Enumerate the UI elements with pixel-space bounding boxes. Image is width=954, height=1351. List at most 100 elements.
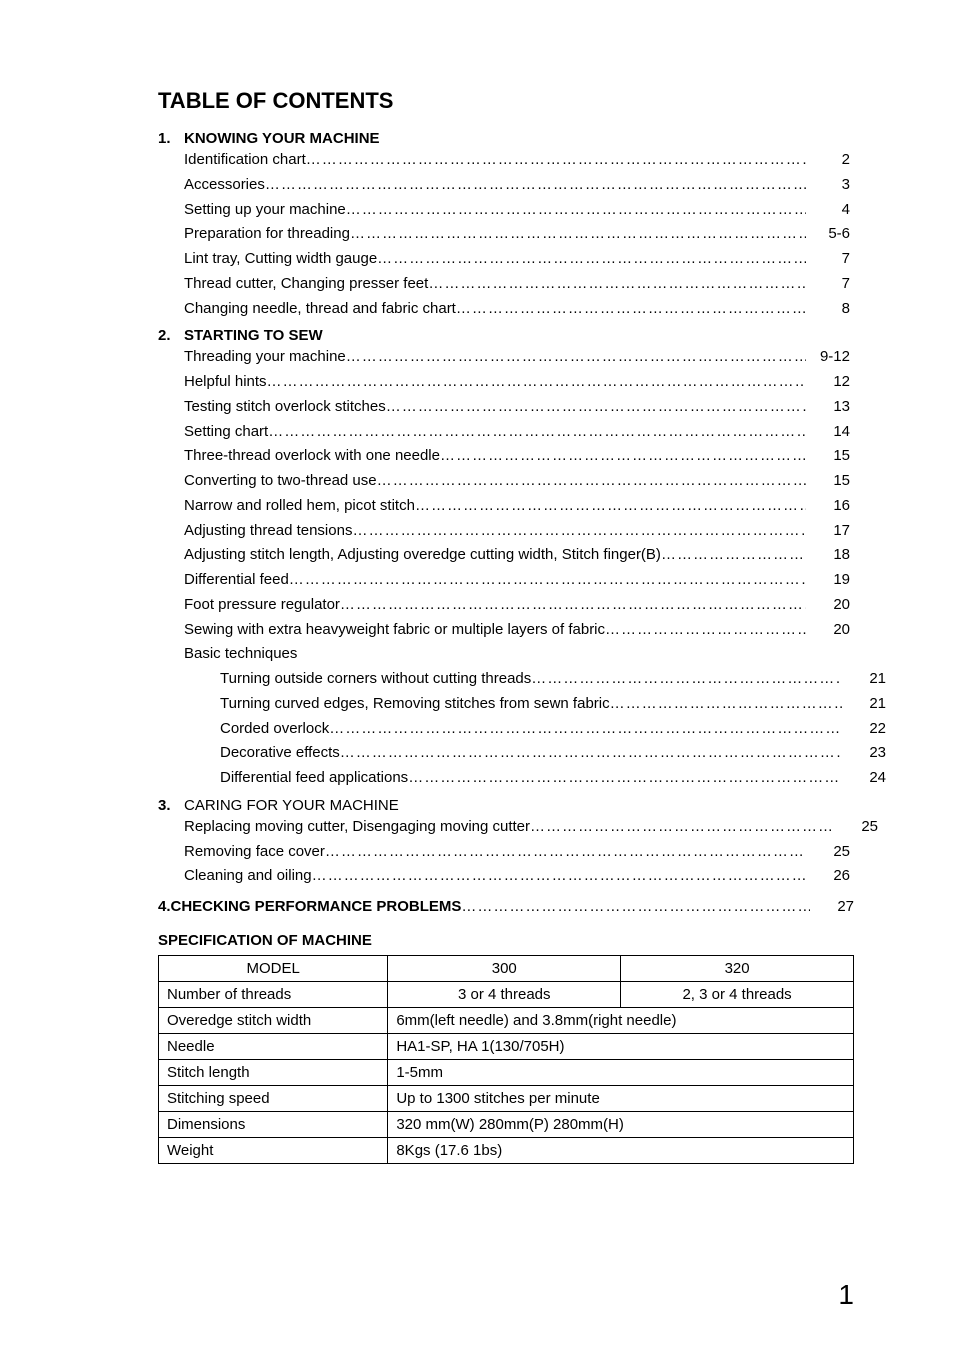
toc-dots: …………………………………………………………………………………………………………… [377, 247, 806, 272]
toc-dots: …………………………………………………………………………………………………………… [329, 717, 842, 742]
toc-line: Removing face cover………………………………………………………… [184, 840, 850, 865]
toc-line: Lint tray, Cutting width gauge…………………………… [184, 247, 850, 272]
toc-label: Converting to two-thread use [184, 469, 377, 494]
table-cell: 320 [621, 955, 854, 981]
toc-subheading: Basic techniques [184, 642, 850, 667]
toc-page-number: 8 [806, 297, 850, 322]
toc-dots: …………………………………………………………………………………………………………… [530, 815, 834, 840]
spec-table: MODEL300320Number of threads3 or 4 threa… [158, 955, 854, 1164]
table-row: NeedleHA1-SP, HA 1(130/705H) [159, 1033, 854, 1059]
toc-dots: …………………………………………………………………………………………………………… [340, 593, 806, 618]
table-row: Weight8Kgs (17.6 1bs) [159, 1137, 854, 1163]
table-row: Stitching speedUp to 1300 stitches per m… [159, 1085, 854, 1111]
toc-label: Testing stitch overlock stitches [184, 395, 386, 420]
table-cell: 8Kgs (17.6 1bs) [388, 1137, 854, 1163]
section-heading: KNOWING YOUR MACHINE [184, 130, 380, 147]
section-heading: STARTING TO SEW [184, 327, 323, 344]
toc-page-number: 24 [842, 766, 886, 791]
toc-page-number: 15 [806, 444, 850, 469]
section-number: 1. [158, 130, 184, 147]
toc-dots: …………………………………………………………………………………………………………… [661, 543, 806, 568]
spacer [158, 148, 184, 321]
toc-label: Preparation for threading [184, 222, 350, 247]
toc-section: 4.CHECKING PERFORMANCE PROBLEMS………………………… [158, 895, 854, 920]
table-cell: Stitch length [159, 1059, 388, 1085]
toc-page-number: 7 [806, 247, 850, 272]
toc-section: 3.CARING FOR YOUR MACHINE Replacing movi… [158, 797, 854, 889]
toc-section: 1.KNOWING YOUR MACHINE Identification ch… [158, 130, 854, 321]
toc-line: Cleaning and oiling………………………………………………………… [184, 864, 850, 889]
toc-label: Accessories [184, 173, 265, 198]
toc-page-number: 3 [806, 173, 850, 198]
toc-dots: …………………………………………………………………………………………………………… [352, 519, 806, 544]
toc-label: Decorative effects [220, 741, 340, 766]
section-number: 2. [158, 327, 184, 344]
toc-dots: …………………………………………………………………………………………………………… [408, 766, 842, 791]
toc-line: Preparation for threading………………………………………… [184, 222, 850, 247]
table-row: Dimensions320 mm(W) 280mm(P) 280mm(H) [159, 1111, 854, 1137]
table-cell: Overedge stitch width [159, 1007, 388, 1033]
table-cell: Stitching speed [159, 1085, 388, 1111]
table-row: Stitch length1-5mm [159, 1059, 854, 1085]
toc-body-wrap: Identification chart……………………………………………………… [158, 148, 854, 321]
toc-dots: …………………………………………………………………………………………………………… [340, 741, 842, 766]
toc-line: Setting up your machine……………………………………………… [184, 198, 850, 223]
toc-page-number: 17 [806, 519, 850, 544]
toc-page-number: 4 [806, 198, 850, 223]
toc-label: Helpful hints [184, 370, 267, 395]
toc-dots: …………………………………………………………………………………………………………… [267, 370, 806, 395]
toc-dots: …………………………………………………………………………………………………………… [325, 840, 806, 865]
toc-dots: …………………………………………………………………………………………………………… [440, 444, 806, 469]
toc-page-number: 18 [806, 543, 850, 568]
toc-line: Turning curved edges, Removing stitches … [184, 692, 886, 717]
toc-line: Three-thread overlock with one needle………… [184, 444, 850, 469]
toc-dots: …………………………………………………………………………………………………………… [346, 345, 806, 370]
toc-dots: …………………………………………………………………………………………………………… [415, 494, 806, 519]
toc-label: Foot pressure regulator [184, 593, 340, 618]
toc-dots: …………………………………………………………………………………………………………… [306, 148, 806, 173]
toc-line: Foot pressure regulator……………………………………………… [184, 593, 850, 618]
toc-body-col: Threading your machine………………………………………………… [184, 345, 850, 791]
toc-label: Differential feed applications [220, 766, 408, 791]
toc-page-number: 14 [806, 420, 850, 445]
toc-label: Adjusting stitch length, Adjusting overe… [184, 543, 661, 568]
toc-label: Threading your machine [184, 345, 346, 370]
page: TABLE OF CONTENTS 1.KNOWING YOUR MACHINE… [0, 0, 954, 1351]
table-cell: MODEL [159, 955, 388, 981]
toc-line: Narrow and rolled hem, picot stitch……………… [184, 494, 850, 519]
toc-page-number: 26 [806, 864, 850, 889]
toc-page-number: 15 [806, 469, 850, 494]
toc-label: Changing needle, thread and fabric chart [184, 297, 456, 322]
toc-label: Differential feed [184, 568, 289, 593]
table-cell: 3 or 4 threads [388, 981, 621, 1007]
toc-dots: …………………………………………………………………………………………………………… [531, 667, 842, 692]
toc-label: Cleaning and oiling [184, 864, 312, 889]
toc-dots: …………………………………………………………………………………………………………… [456, 297, 806, 322]
toc-dots: …………………………………………………………………………………………………………… [428, 272, 806, 297]
table-row: Overedge stitch width6mm(left needle) an… [159, 1007, 854, 1033]
toc-dots: …………………………………………………………………………………………………………… [289, 568, 806, 593]
toc-line: Turning outside corners without cutting … [184, 667, 886, 692]
table-cell: 6mm(left needle) and 3.8mm(right needle) [388, 1007, 854, 1033]
toc-page-number: 7 [806, 272, 850, 297]
toc-line: Thread cutter, Changing presser feet…………… [184, 272, 850, 297]
toc-label: Corded overlock [220, 717, 329, 742]
page-number: 1 [838, 1279, 854, 1311]
toc-label: Setting chart [184, 420, 268, 445]
toc-section-heading-line: 4.CHECKING PERFORMANCE PROBLEMS………………………… [158, 895, 854, 920]
toc-page-number: 12 [806, 370, 850, 395]
toc-line: Converting to two-thread use………………………………… [184, 469, 850, 494]
toc-label: Sewing with extra heavyweight fabric or … [184, 618, 605, 643]
toc-line: Corded overlock…………………………………………………………………… [184, 717, 886, 742]
toc-page-number: 20 [806, 593, 850, 618]
toc-label: Lint tray, Cutting width gauge [184, 247, 377, 272]
table-cell: 1-5mm [388, 1059, 854, 1085]
document-title: TABLE OF CONTENTS [158, 88, 854, 114]
toc-label: Replacing moving cutter, Disengaging mov… [184, 815, 530, 840]
toc-dots: …………………………………………………………………………………………………………… [350, 222, 806, 247]
toc-dots: …………………………………………………………………………………………………………… [461, 895, 810, 920]
toc-page-number: 16 [806, 494, 850, 519]
toc-page-number: 2 [806, 148, 850, 173]
section-number: 4. [158, 895, 171, 920]
toc-label: Adjusting thread tensions [184, 519, 352, 544]
